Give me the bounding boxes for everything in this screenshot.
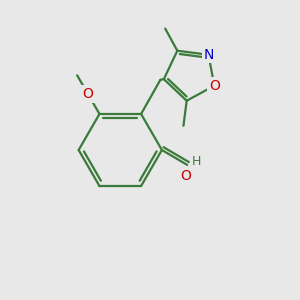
Text: O: O	[209, 79, 220, 93]
Text: N: N	[203, 48, 214, 62]
Text: H: H	[191, 155, 201, 168]
Text: O: O	[82, 87, 93, 101]
Text: O: O	[180, 169, 191, 183]
